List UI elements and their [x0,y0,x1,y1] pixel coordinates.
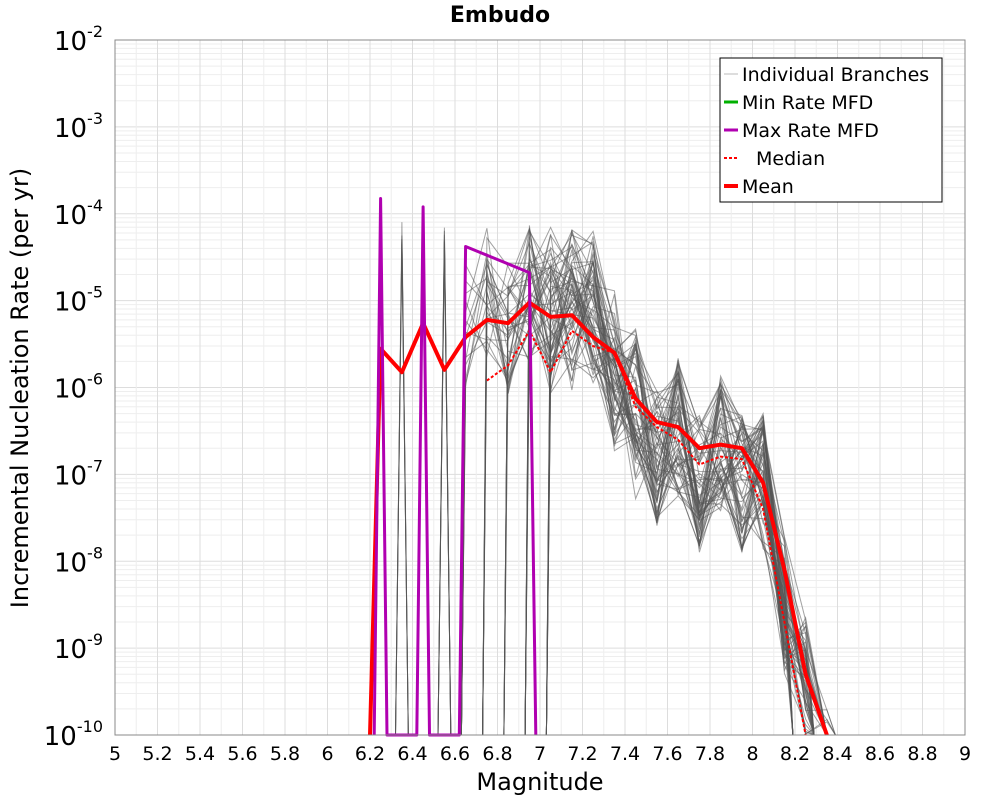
x-axis-title: Magnitude [476,768,603,796]
branch-line [524,266,815,736]
y-tick-label: 10-7 [54,456,103,491]
legend-label: Median [756,148,825,170]
x-tick-label: 7.4 [610,743,640,765]
y-axis-title: Incremental Nucleation Rate (per yr) [6,168,34,608]
branch-line [395,244,409,736]
x-tick-label: 5 [109,743,121,765]
y-tick-label: 10-8 [54,543,103,578]
x-tick-label: 7.6 [652,743,682,765]
y-tick-label: 10-2 [54,22,103,57]
branch-line [503,262,815,736]
x-tick-label: 8.8 [907,743,937,765]
legend-label: Mean [742,176,794,198]
branch-line [503,226,836,736]
x-tick-label: 9 [959,743,971,765]
branch-line [482,241,815,736]
y-axis-ticks: 10-2 10-3 10-4 10-5 10-6 10-7 10-8 10-9 10-10 [44,22,103,752]
x-axis-ticks: 5 5.2 5.4 5.6 5.8 6 6.2 6.4 6.6 6.8 7 7.2 7.4 7.6 7.8 8… [109,743,971,765]
y-tick-label: 10-4 [54,196,103,231]
series-max-rate-mfd [372,197,538,737]
series-median [486,329,807,736]
y-tick-label: 10-10 [44,717,103,752]
x-tick-label: 8.6 [865,743,895,765]
branch-line [503,262,794,736]
plot-frame [114,39,966,736]
y-tick-label: 10-6 [54,370,103,405]
x-tick-label: 8.2 [780,743,810,765]
x-tick-label: 6.4 [397,743,427,765]
x-tick-label: 8.4 [822,743,852,765]
legend: Individual Branches Min Rate MFD Max Rate … [719,57,943,203]
x-tick-label: 8 [746,743,758,765]
legend-box [719,57,943,203]
chart-title: Embudo [450,3,550,28]
branch-line [524,264,815,736]
x-tick-label: 6.2 [355,743,385,765]
branch-line [482,259,794,736]
y-tick-label: 10-5 [54,283,103,318]
branch-line [524,304,815,736]
x-tick-label: 6.8 [482,743,512,765]
x-tick-label: 5.2 [142,743,172,765]
x-tick-label: 5.8 [270,743,300,765]
legend-label: Min Rate MFD [742,92,873,114]
branch-line [437,241,452,736]
x-tick-label: 6 [321,743,333,765]
branch-line [524,269,836,736]
x-tick-label: 7.8 [695,743,725,765]
series-mean [368,300,829,736]
x-tick-label: 5.4 [185,743,215,765]
x-tick-label: 6.6 [440,743,470,765]
legend-label: Max Rate MFD [742,120,879,142]
y-tick-label: 10-9 [54,630,103,665]
series-layer [368,197,829,737]
branch-line [524,229,794,736]
y-tick-label: 10-3 [54,109,103,144]
legend-label: Individual Branches [742,64,929,86]
x-tick-label: 5.6 [227,743,257,765]
x-tick-label: 7 [534,743,546,765]
branch-line [524,246,836,736]
x-tick-label: 7.2 [567,743,597,765]
